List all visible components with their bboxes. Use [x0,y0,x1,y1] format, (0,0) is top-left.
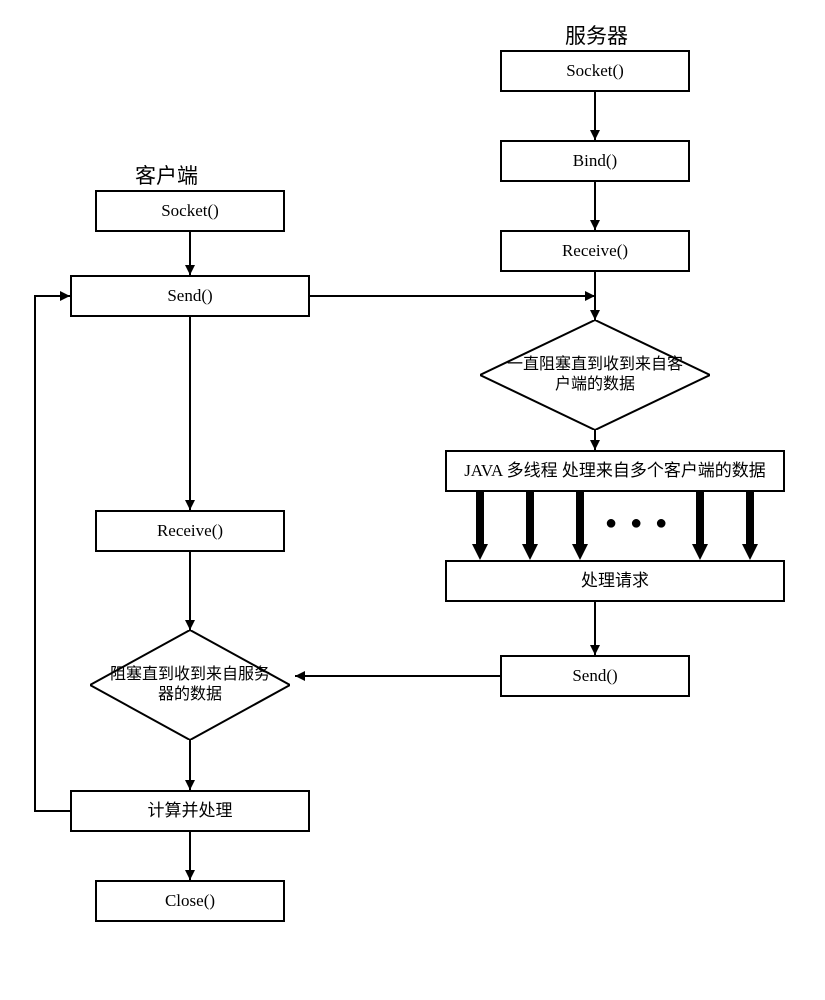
client-block-diamond: 阻塞直到收到来自服务器的数据 [90,630,290,740]
server-multithread-box: JAVA 多线程 处理来自多个客户端的数据 [445,450,785,492]
server-process-box: 处理请求 [445,560,785,602]
server-receive-box: Receive() [500,230,690,272]
client-socket-box: Socket() [95,190,285,232]
server-bind-box: Bind() [500,140,690,182]
client-close-box: Close() [95,880,285,922]
client-diamond-label: 阻塞直到收到来自服务器的数据 [90,630,290,740]
server-socket-box: Socket() [500,50,690,92]
server-block-diamond: 一直阻塞直到收到来自客户端的数据 [480,320,710,430]
flow-arrows [0,0,825,1000]
server-send-box: Send() [500,655,690,697]
client-send-box: Send() [70,275,310,317]
thread-dots: ● ● ● [605,512,671,535]
client-compute-box: 计算并处理 [70,790,310,832]
server-title: 服务器 [565,20,628,50]
server-diamond-label: 一直阻塞直到收到来自客户端的数据 [480,320,710,430]
client-title: 客户端 [135,160,198,190]
client-receive-box: Receive() [95,510,285,552]
